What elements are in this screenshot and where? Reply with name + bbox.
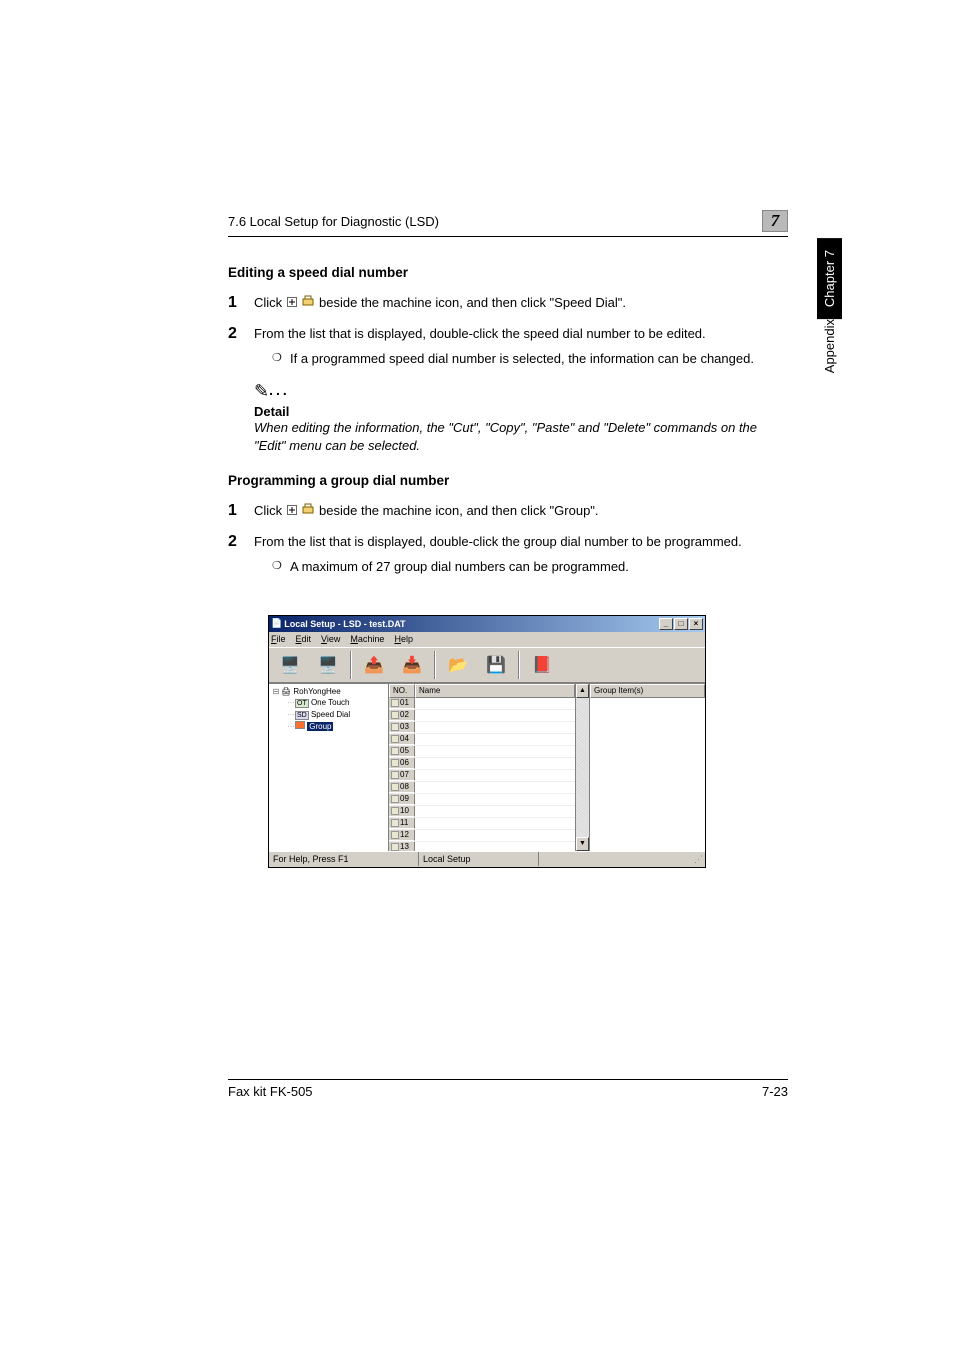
step-number: 1 <box>228 502 254 521</box>
scroll-up-icon[interactable]: ▲ <box>576 684 589 698</box>
step2-text: From the list that is displayed, double-… <box>254 534 742 549</box>
header-rule <box>228 236 788 237</box>
section1-step1: 1 Click beside the machine icon, and the… <box>228 294 788 313</box>
sidetab-chapter: Chapter 7 <box>817 238 842 319</box>
window-title: Local Setup - LSD - test.DAT <box>282 619 659 629</box>
bullet-icon: ❍ <box>272 350 290 369</box>
close-button[interactable]: × <box>689 618 703 630</box>
section2-bullet: A maximum of 27 group dial numbers can b… <box>290 558 788 577</box>
chapter-number-box: 7 <box>762 210 788 232</box>
bullet-icon: ❍ <box>272 558 290 577</box>
step-number: 2 <box>228 533 254 577</box>
table-row[interactable]: 03 <box>389 722 575 734</box>
menu-help[interactable]: Help <box>394 634 413 644</box>
step1-text-post: beside the machine icon, and then click … <box>319 295 626 310</box>
table-row[interactable]: 01 <box>389 698 575 710</box>
resize-grip-icon[interactable]: ⋰ <box>691 854 705 865</box>
footer-rule <box>228 1079 788 1080</box>
table-row[interactable]: 06 <box>389 758 575 770</box>
scrollbar[interactable]: ▲ ▼ <box>575 684 589 851</box>
status-help: For Help, Press F1 <box>269 852 419 866</box>
step1-text-pre: Click <box>254 295 286 310</box>
col-name[interactable]: Name <box>415 684 575 698</box>
toolbar-btn-1[interactable]: 🖥️ <box>272 650 308 680</box>
header-section: 7.6 Local Setup for Diagnostic (LSD) <box>228 214 754 229</box>
page-footer: Fax kit FK-505 7-23 <box>228 1079 788 1099</box>
sidetab-appendix: Appendix <box>822 319 837 387</box>
titlebar: 📄 Local Setup - LSD - test.DAT _ □ × <box>269 616 705 632</box>
detail-text: When editing the information, the "Cut",… <box>254 419 788 455</box>
section1-title: Editing a speed dial number <box>228 265 788 280</box>
section2-title: Programming a group dial number <box>228 473 788 488</box>
table-row[interactable]: 04 <box>389 734 575 746</box>
table-row[interactable]: 09 <box>389 794 575 806</box>
section2-step2: 2 From the list that is displayed, doubl… <box>228 533 788 577</box>
menu-machine[interactable]: Machine <box>350 634 384 644</box>
tree-item[interactable]: ⋯OT One Touch <box>271 697 386 709</box>
toolbar-divider <box>434 651 436 679</box>
menubar: File Edit View Machine Help <box>269 632 705 647</box>
section2-step1: 1 Click beside the machine icon, and the… <box>228 502 788 521</box>
step1-text-pre: Click <box>254 503 286 518</box>
detail-note: ✎... Detail When editing the information… <box>254 381 788 455</box>
maximize-button[interactable]: □ <box>674 618 688 630</box>
table-row[interactable]: 02 <box>389 710 575 722</box>
page-header: 7.6 Local Setup for Diagnostic (LSD) 7 <box>228 210 788 232</box>
menu-file[interactable]: File <box>271 634 286 644</box>
right-grid: Group Item(s) <box>589 684 705 851</box>
printer-icon <box>302 502 314 521</box>
tree-item[interactable]: ⋯SD Speed Dial <box>271 709 386 721</box>
left-grid: NO. Name 01020304050607080910111213 <box>389 684 575 851</box>
printer-icon <box>302 294 314 313</box>
detail-label: Detail <box>254 404 788 419</box>
app-window: 📄 Local Setup - LSD - test.DAT _ □ × Fil… <box>268 615 706 868</box>
footer-left: Fax kit FK-505 <box>228 1084 762 1099</box>
minimize-button[interactable]: _ <box>659 618 673 630</box>
tree-item[interactable]: ⋯ Group <box>271 721 386 732</box>
scroll-down-icon[interactable]: ▼ <box>576 837 589 851</box>
tree-root[interactable]: ⊟🖨 RohYongHee <box>271 686 386 697</box>
app-icon: 📄 <box>271 618 282 629</box>
table-row[interactable]: 07 <box>389 770 575 782</box>
table-row[interactable]: 13 <box>389 842 575 851</box>
toolbar-divider <box>518 651 520 679</box>
step-number: 1 <box>228 294 254 313</box>
plus-icon <box>287 502 297 521</box>
table-row[interactable]: 08 <box>389 782 575 794</box>
step2-text: From the list that is displayed, double-… <box>254 326 706 341</box>
detail-dots: ... <box>269 382 290 398</box>
section1-bullet: If a programmed speed dial number is sel… <box>290 350 788 369</box>
toolbar: 🖥️ 🖥️ 📤 📥 📂 💾 📕 <box>269 647 705 683</box>
step-number: 2 <box>228 325 254 369</box>
menu-edit[interactable]: Edit <box>296 634 312 644</box>
section1-step2: 2 From the list that is displayed, doubl… <box>228 325 788 369</box>
pencil-icon: ✎ <box>254 381 269 401</box>
footer-right: 7-23 <box>762 1084 788 1099</box>
plus-icon <box>287 294 297 313</box>
statusbar: For Help, Press F1 Local Setup ⋰ <box>269 851 705 867</box>
toolbar-btn-open[interactable]: 📂 <box>440 650 476 680</box>
table-row[interactable]: 05 <box>389 746 575 758</box>
step1-text-post: beside the machine icon, and then click … <box>319 503 599 518</box>
table-row[interactable]: 10 <box>389 806 575 818</box>
toolbar-btn-3[interactable]: 📤 <box>356 650 392 680</box>
col-no[interactable]: NO. <box>389 684 415 698</box>
toolbar-btn-book[interactable]: 📕 <box>524 650 560 680</box>
tree-panel: ⊟🖨 RohYongHee ⋯OT One Touch⋯SD Speed Dia… <box>269 684 389 851</box>
menu-view[interactable]: View <box>321 634 340 644</box>
toolbar-btn-2[interactable]: 🖥️ <box>310 650 346 680</box>
toolbar-btn-4[interactable]: 📥 <box>394 650 430 680</box>
status-mode: Local Setup <box>419 852 539 866</box>
side-tab: Chapter 7 Appendix <box>817 238 842 387</box>
table-row[interactable]: 12 <box>389 830 575 842</box>
toolbar-btn-save[interactable]: 💾 <box>478 650 514 680</box>
toolbar-divider <box>350 651 352 679</box>
col-group[interactable]: Group Item(s) <box>590 684 705 698</box>
table-row[interactable]: 11 <box>389 818 575 830</box>
